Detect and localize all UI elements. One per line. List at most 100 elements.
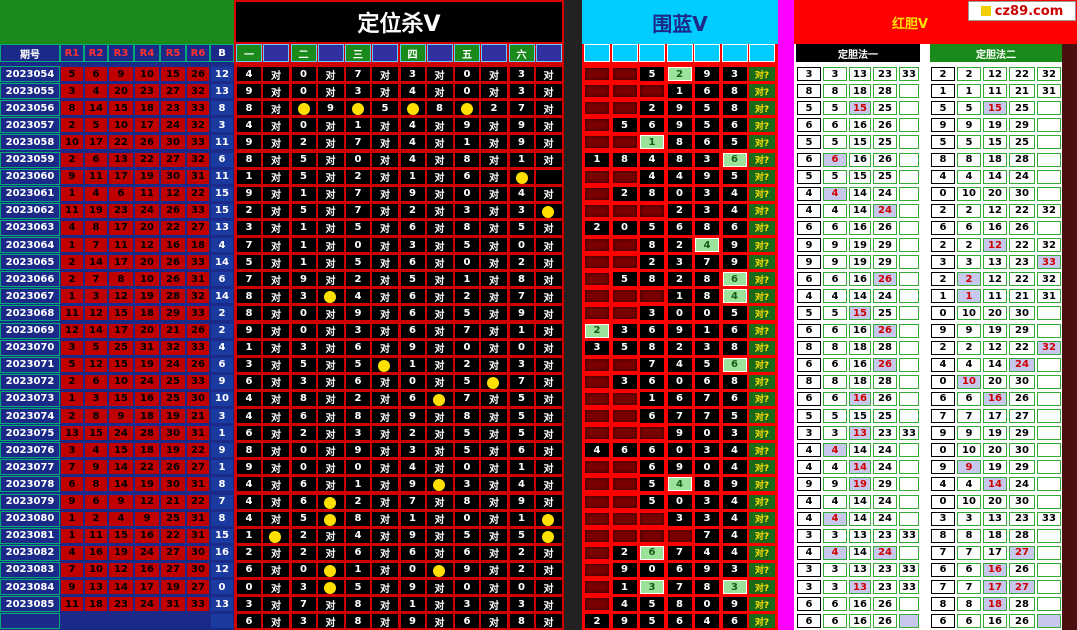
red-ball: 4	[61, 545, 83, 560]
kill-word: 对	[263, 255, 289, 270]
hit-dot-icon	[269, 530, 281, 543]
period-cell: 2023079	[0, 493, 60, 510]
method2-cell: 29	[1009, 118, 1035, 133]
kill-digit: 5	[509, 220, 534, 235]
method1-hit: 4	[823, 511, 847, 526]
blue-hit-cell: 4	[667, 477, 692, 492]
red-ball: 9	[61, 169, 83, 184]
method2-cell: 2	[931, 272, 955, 287]
method1-cell: 26	[873, 391, 897, 406]
kill-word: 对	[263, 203, 289, 218]
kill-digit: 2	[346, 494, 370, 509]
red-ball: 33	[187, 255, 209, 270]
red-ball: 9	[61, 494, 83, 509]
site-watermark[interactable]: cz89.com	[968, 1, 1076, 21]
red-ball: 26	[187, 357, 209, 372]
red-ball: 16	[135, 391, 159, 406]
blue-cell: 8	[667, 135, 692, 150]
method1-hit: 14	[849, 460, 871, 475]
blue-cell: 6	[640, 460, 664, 475]
method1-cell: 4	[797, 511, 821, 526]
blue-cell: 4	[612, 597, 637, 612]
blue-mark: 对?	[749, 374, 775, 389]
kill-digit: 9	[237, 460, 261, 475]
method1-cell: 25	[873, 306, 897, 321]
red-ball: 9	[109, 494, 133, 509]
method1-cell: 28	[873, 374, 897, 389]
method1-cell: 6	[797, 391, 821, 406]
blue-cell: 3	[695, 340, 719, 355]
blue-ball: 14	[211, 255, 233, 270]
kill-digit: 7	[455, 391, 479, 406]
red-ball: 6	[109, 186, 133, 201]
kill-word: 对	[317, 238, 344, 253]
blue-cell: 4	[667, 169, 692, 184]
method2-hit: 16	[983, 391, 1007, 406]
hit-dot-icon	[432, 479, 445, 492]
header-group-2: 二	[290, 44, 317, 62]
kill-digit: 0	[346, 152, 370, 167]
blue-cell: 9	[612, 562, 637, 577]
method2-cell: 1	[931, 289, 955, 304]
kill-digit: 1	[237, 340, 261, 355]
blue-ball: 9	[211, 443, 233, 458]
kill-digit: 5	[455, 443, 479, 458]
method1-cell: 14	[849, 203, 871, 218]
method2-cell: 1	[957, 84, 981, 99]
method1-cell: 6	[797, 614, 821, 629]
blue-mark: 对?	[749, 357, 775, 372]
kill-digit: 9	[346, 443, 370, 458]
red-ball: 20	[135, 220, 159, 235]
kill-digit: 7	[400, 494, 425, 509]
header-blue-col	[584, 44, 610, 62]
blue-ball: 14	[211, 289, 233, 304]
kill-word: 对	[535, 357, 562, 372]
red-ball	[109, 614, 133, 629]
kill-digit: 3	[509, 357, 534, 372]
blue-ball: 10	[211, 391, 233, 406]
red-ball: 4	[85, 186, 107, 201]
method1-cell: 5	[823, 409, 847, 424]
kill-word: 对	[263, 340, 289, 355]
kill-digit: 4	[400, 460, 425, 475]
red-ball: 27	[161, 562, 185, 577]
kill-word: 对	[535, 614, 562, 629]
red-title-text: 红胆V	[891, 16, 929, 32]
kill-word: 对	[481, 477, 507, 492]
kill-word: 对	[535, 101, 562, 116]
kill-digit: 3	[237, 357, 261, 372]
kill-word: 对	[426, 67, 453, 82]
period-cell: 2023074	[0, 408, 60, 425]
method2-cell	[1037, 118, 1061, 133]
method1-hit: 4	[823, 443, 847, 458]
kill-digit-alt: 5	[372, 101, 398, 116]
method2-cell	[1037, 169, 1061, 184]
method2-cell: 9	[931, 426, 955, 441]
kill-digit: 2	[237, 545, 261, 560]
blue-ball: 4	[211, 340, 233, 355]
blue-cell: 3	[695, 203, 719, 218]
red-ball: 11	[61, 203, 83, 218]
blue-cell: 9	[667, 101, 692, 116]
method1-cell	[899, 289, 919, 304]
kill-word: 对	[481, 409, 507, 424]
method2-cell: 8	[957, 152, 981, 167]
blue-cell: 0	[667, 306, 692, 321]
red-ball: 2	[61, 272, 83, 287]
method1-cell	[899, 494, 919, 509]
red-ball: 30	[187, 545, 209, 560]
kill-word: 对	[317, 374, 344, 389]
method2-cell: 26	[1009, 391, 1035, 406]
blue-cell: 5	[722, 306, 747, 321]
method1-cell: 3	[823, 580, 847, 595]
blue-empty-cell	[612, 204, 637, 217]
hit-dot-icon	[406, 103, 419, 116]
kill-word: 对	[426, 306, 453, 321]
header-blue: B	[210, 44, 234, 62]
blue-cell: 8	[695, 220, 719, 235]
method2-cell: 22	[1009, 67, 1035, 82]
kill-word: 对	[263, 220, 289, 235]
method1-cell: 16	[849, 614, 871, 629]
kill-word: 对	[317, 391, 344, 406]
method1-cell: 14	[849, 186, 871, 201]
